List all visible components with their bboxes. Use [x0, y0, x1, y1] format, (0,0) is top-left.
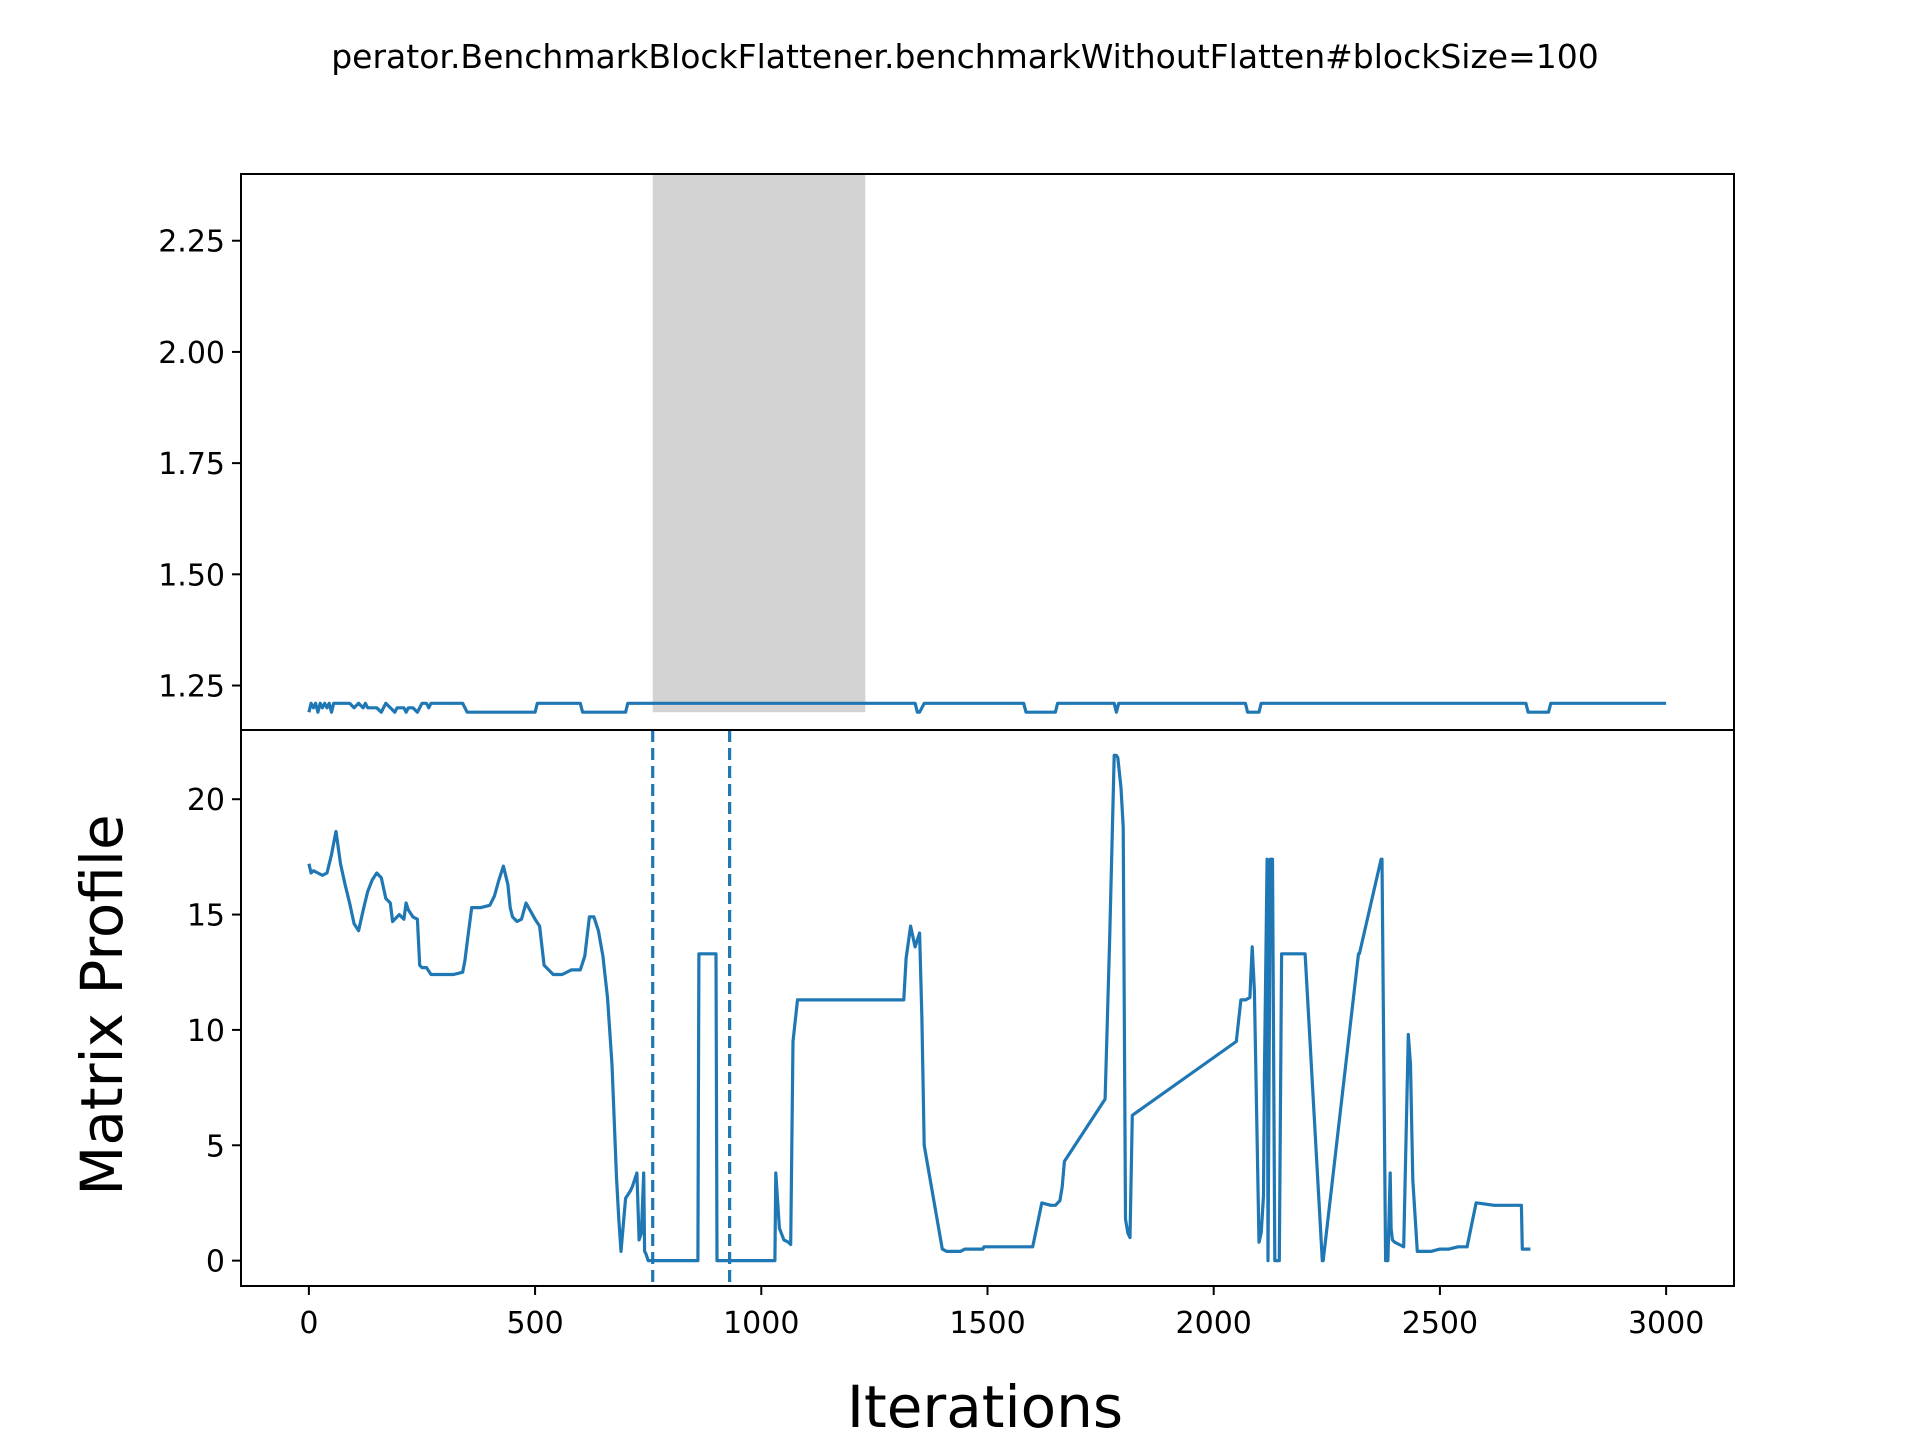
bottom-y-tick-label: 10 — [187, 1014, 225, 1049]
bottom-y-tick-label: 15 — [187, 899, 225, 934]
bottom-series-group — [307, 753, 1531, 1263]
top-y-tick-label: 2.25 — [158, 225, 225, 260]
x-axis-label: Iterations — [847, 1373, 1123, 1440]
x-tick-labels: 0 500 1000 1500 2000 2500 3000 — [299, 1286, 1704, 1341]
bottom-y-tick-label: 20 — [187, 783, 225, 818]
top-y-tick-label: 1.50 — [158, 558, 225, 593]
y-axis-label: Matrix Profile — [68, 814, 136, 1195]
x-tick-label: 1500 — [949, 1306, 1025, 1341]
x-tick-label: 1000 — [723, 1306, 799, 1341]
top-panel: 2.25 2.00 1.75 1.50 1.25 — [158, 173, 1735, 731]
x-tick-label: 2000 — [1176, 1306, 1252, 1341]
top-y-tick-label: 2.00 — [158, 336, 225, 371]
vertical-markers — [651, 730, 732, 1286]
bottom-frame — [240, 729, 1735, 1287]
top-y-tick-labels: 2.25 2.00 1.75 1.50 1.25 — [158, 225, 241, 705]
x-tick-label: 0 — [299, 1306, 318, 1341]
bottom-panel: 20 15 10 5 0 0 500 1000 1500 2000 2500 3000 — [187, 729, 1735, 1341]
top-series-line — [307, 701, 1667, 714]
top-highlight-region — [652, 174, 866, 713]
top-series-group — [307, 701, 1667, 714]
x-tick-label: 2500 — [1402, 1306, 1478, 1341]
chart-title: perator.BenchmarkBlockFlattener.benchmar… — [331, 37, 1599, 76]
top-y-tick-label: 1.75 — [158, 447, 225, 482]
x-tick-label: 500 — [506, 1306, 563, 1341]
top-frame — [240, 173, 1735, 731]
bottom-y-tick-label: 5 — [206, 1129, 225, 1164]
bottom-y-tick-label: 0 — [206, 1245, 225, 1280]
x-tick-label: 3000 — [1628, 1306, 1704, 1341]
top-y-tick-label: 1.25 — [158, 670, 225, 705]
matrix-profile-line — [307, 753, 1531, 1263]
bottom-y-tick-labels: 20 15 10 5 0 — [187, 783, 241, 1280]
